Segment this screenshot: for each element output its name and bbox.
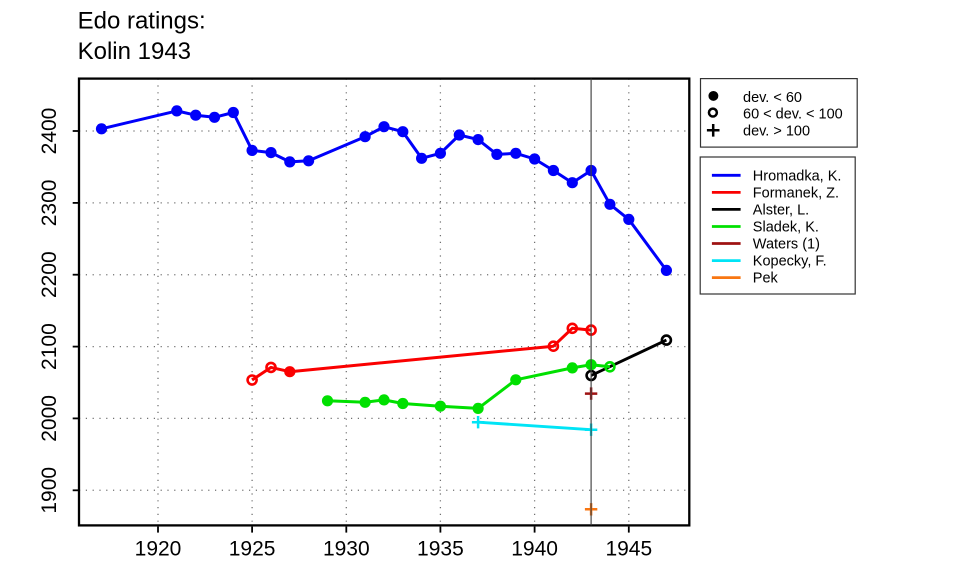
- svg-text:Edo ratings:: Edo ratings:: [78, 8, 206, 35]
- svg-text:1920: 1920: [135, 538, 182, 561]
- svg-text:2000: 2000: [38, 395, 61, 442]
- svg-text:Kolin 1943: Kolin 1943: [78, 38, 191, 65]
- svg-text:2300: 2300: [38, 180, 61, 227]
- svg-text:1900: 1900: [38, 467, 61, 514]
- svg-text:Formanek, Z.: Formanek, Z.: [753, 186, 839, 202]
- svg-text:2200: 2200: [38, 251, 61, 298]
- svg-text:2100: 2100: [38, 323, 61, 370]
- svg-text:Pek: Pek: [753, 271, 779, 287]
- svg-text:1925: 1925: [229, 538, 276, 561]
- svg-text:dev. < 60: dev. < 60: [743, 90, 802, 106]
- svg-text:Kopecky, F.: Kopecky, F.: [753, 254, 827, 270]
- svg-text:Hromadka, K.: Hromadka, K.: [753, 168, 842, 184]
- svg-text:2400: 2400: [38, 108, 61, 155]
- svg-text:1945: 1945: [605, 538, 652, 561]
- svg-text:dev. > 100: dev. > 100: [743, 123, 810, 139]
- svg-text:Waters (1): Waters (1): [753, 237, 820, 253]
- svg-text:1930: 1930: [323, 538, 370, 561]
- svg-text:60 < dev. < 100: 60 < dev. < 100: [743, 107, 843, 123]
- svg-text:1940: 1940: [511, 538, 558, 561]
- svg-text:Sladek, K.: Sladek, K.: [753, 220, 819, 236]
- svg-text:1935: 1935: [417, 538, 464, 561]
- svg-text:Alster, L.: Alster, L.: [753, 203, 809, 219]
